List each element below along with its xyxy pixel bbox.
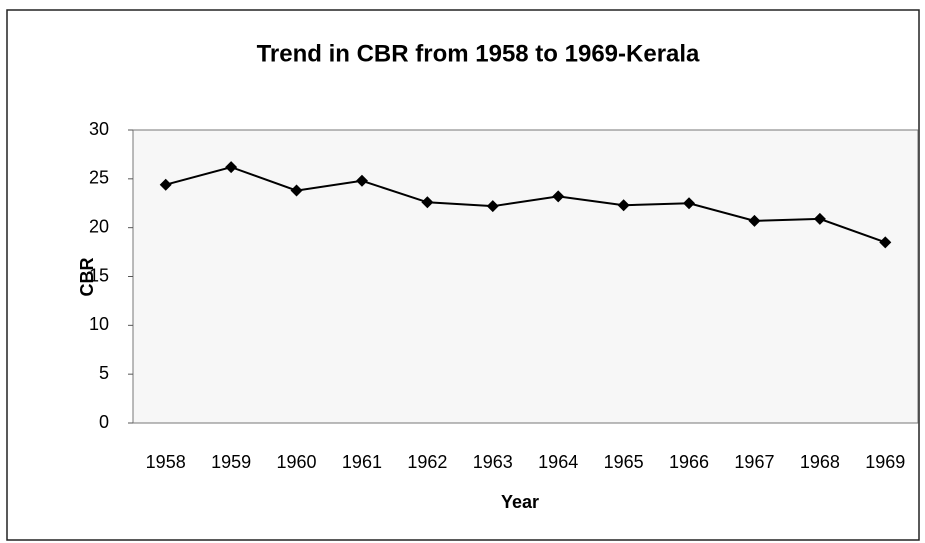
marker — [421, 196, 434, 209]
y-tick-label: 0 — [99, 412, 109, 432]
line — [165, 166, 886, 244]
x-tick-label: 1961 — [342, 452, 382, 472]
marker — [617, 199, 630, 212]
marker — [552, 190, 565, 203]
marker — [225, 161, 238, 174]
y-tick-label: 5 — [99, 363, 109, 383]
y-tick-label: 15 — [89, 265, 109, 285]
x-tick-label: 1967 — [734, 452, 774, 472]
chart-title: Trend in CBR from 1958 to 1969-Kerala — [257, 40, 700, 67]
marker — [879, 236, 892, 249]
x-tick-label: 1968 — [800, 452, 840, 472]
marker — [486, 200, 499, 213]
y-tick-label: 30 — [89, 119, 109, 139]
x-tick-label: 1962 — [407, 452, 447, 472]
x-tick-label: 1964 — [538, 452, 578, 472]
marker — [159, 178, 172, 191]
marker — [355, 174, 368, 187]
marker — [683, 197, 696, 210]
x-tick-label: 1963 — [473, 452, 513, 472]
x-axis-label: Year — [501, 492, 539, 512]
x-tick-label: 1966 — [669, 452, 709, 472]
y-tick-label: 10 — [89, 314, 109, 334]
x-tick-label: 1958 — [146, 452, 186, 472]
x-tick-label: 1960 — [277, 452, 317, 472]
y-axis-label: CBR — [77, 258, 97, 297]
marker — [748, 214, 761, 227]
x-tick-label: 1959 — [211, 452, 251, 472]
y-tick-label: 25 — [89, 168, 109, 188]
x-tick-label: 1969 — [865, 452, 905, 472]
y-tick-label: 20 — [89, 216, 109, 236]
marker — [813, 212, 826, 225]
marker — [290, 184, 303, 197]
x-tick-label: 1965 — [604, 452, 644, 472]
